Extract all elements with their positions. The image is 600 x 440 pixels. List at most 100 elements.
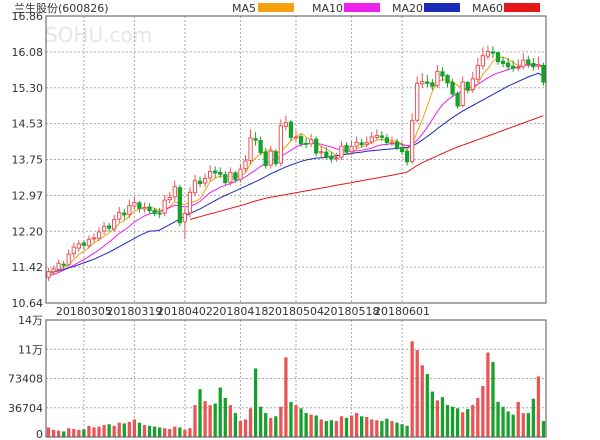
volume-bar <box>329 420 333 437</box>
volume-bar <box>541 421 546 437</box>
candlestick <box>526 55 531 68</box>
volume-bar <box>299 408 303 437</box>
candle-body <box>425 81 430 84</box>
volume-tick-label: 14万 <box>18 314 43 327</box>
volume-bar <box>390 421 394 437</box>
candlestick <box>511 60 516 72</box>
candle-body <box>394 141 400 149</box>
candle-body <box>324 151 329 158</box>
volume-bar <box>304 413 308 437</box>
volume-bar <box>445 405 450 437</box>
volume-bar <box>253 368 258 437</box>
candle-body <box>253 138 258 141</box>
candle-body <box>238 168 243 180</box>
candlestick <box>389 136 395 147</box>
volume-bar <box>476 397 480 437</box>
candlestick <box>101 221 107 235</box>
candle-body <box>122 212 127 216</box>
candlestick <box>278 119 283 167</box>
volume-bar <box>87 425 91 437</box>
volume-bar <box>400 424 404 437</box>
volume-bar <box>147 425 152 437</box>
candlestick <box>298 134 304 148</box>
volume-bar <box>289 401 293 437</box>
volume-bar <box>370 419 374 437</box>
candle-body <box>511 65 516 69</box>
candle-body <box>450 81 455 95</box>
candle-body <box>162 199 167 214</box>
volume-bar <box>415 350 419 437</box>
volume-bar <box>157 427 162 437</box>
candlestick <box>273 148 278 167</box>
volume-frame <box>45 319 547 438</box>
candlestick <box>248 129 253 165</box>
candle-body <box>152 209 157 214</box>
volume-tick-label: 11万 <box>18 343 43 356</box>
candle-body <box>56 262 61 270</box>
volume-bar <box>259 406 263 437</box>
price-tick-label: 12.20 <box>12 225 44 238</box>
candle-body <box>495 51 501 63</box>
volume-bar <box>228 405 232 437</box>
candle-body <box>46 271 51 278</box>
candlestick <box>202 173 208 188</box>
volume-bar <box>102 425 106 437</box>
candle-body <box>101 225 107 232</box>
legend-swatch <box>504 3 540 12</box>
volume-bar <box>193 405 197 437</box>
candle-body <box>526 59 531 65</box>
volume-bar <box>435 400 440 437</box>
candle-body <box>505 62 511 68</box>
volume-bar <box>233 413 238 437</box>
candle-body <box>91 237 97 240</box>
candle-body <box>117 212 122 220</box>
candle-body <box>329 155 334 160</box>
volume-bar <box>506 411 510 437</box>
candlestick <box>521 53 526 70</box>
volume-bar <box>430 391 435 437</box>
price-tick-label: 11.42 <box>12 261 44 274</box>
legend: MA5 MA10 MA20 MA60 <box>232 2 540 15</box>
candlestick <box>293 130 299 143</box>
candlestick <box>283 115 289 131</box>
candlestick <box>415 76 420 123</box>
volume-bar <box>203 401 207 437</box>
candle-body <box>187 191 193 214</box>
candlestick <box>132 196 137 210</box>
volume-bar <box>127 421 131 437</box>
candle-body <box>76 243 81 249</box>
price-tick-label: 15.30 <box>12 82 44 95</box>
volume-bar <box>531 398 536 437</box>
candle-body <box>258 140 263 154</box>
volume-bar <box>440 397 445 437</box>
volume-bar <box>168 429 172 437</box>
price-tick-label: 13.75 <box>12 154 44 167</box>
volume-bar <box>334 421 339 437</box>
volume-bar <box>213 403 217 437</box>
candle-body <box>384 137 390 143</box>
candlestick <box>536 56 541 70</box>
candlestick <box>233 171 238 183</box>
candle-body <box>455 93 460 107</box>
volume-grid <box>46 348 546 409</box>
volume-bar <box>511 414 515 437</box>
volume-axis: 14万 11万 73408 36704 0 <box>8 314 43 440</box>
candle-body <box>410 120 415 162</box>
candle-body <box>298 135 304 145</box>
candle-body <box>339 145 344 158</box>
volume-bar <box>425 374 429 437</box>
candle-body <box>369 136 374 143</box>
volume-bar <box>82 429 86 437</box>
candlestick <box>218 167 223 178</box>
candle-body <box>172 186 177 198</box>
candle-body <box>177 187 182 224</box>
candle-body <box>248 137 253 161</box>
candlestick <box>81 240 87 250</box>
volume-bar <box>420 365 424 437</box>
candlestick <box>470 71 475 93</box>
candle-body <box>314 138 319 154</box>
date-label: 20180518 <box>324 305 380 318</box>
volume-bar <box>466 409 470 437</box>
date-label: 20180305 <box>56 305 112 318</box>
volume-bar <box>324 421 328 437</box>
